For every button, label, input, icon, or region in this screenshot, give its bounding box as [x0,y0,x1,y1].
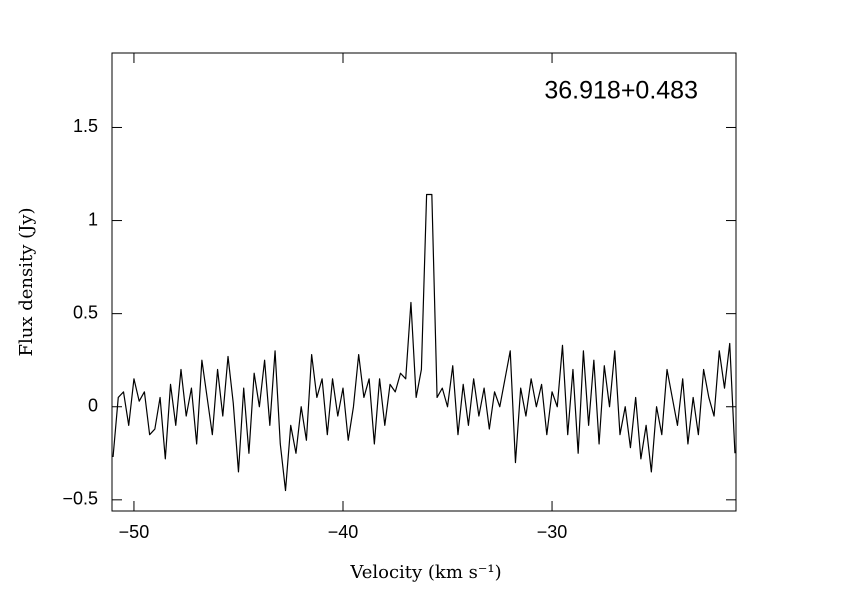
x-tick-label: −50 [119,522,150,542]
x-tick-label: −30 [537,522,568,542]
plot-frame [111,52,737,512]
y-tick-label: 0 [88,395,98,415]
y-tick-label: −0.5 [62,489,98,509]
spectrum-line [112,193,736,492]
x-tick-label: −40 [328,522,359,542]
annotation: 36.918+0.483 [544,77,698,105]
y-tick-label: 1 [88,209,98,229]
x-axis-label: Velocity (km s⁻¹) [349,562,501,583]
y-tick-label: 0.5 [73,302,98,322]
y-tick-label: 1.5 [73,116,98,136]
y-axis-label: Flux density (Jy) [16,207,37,356]
